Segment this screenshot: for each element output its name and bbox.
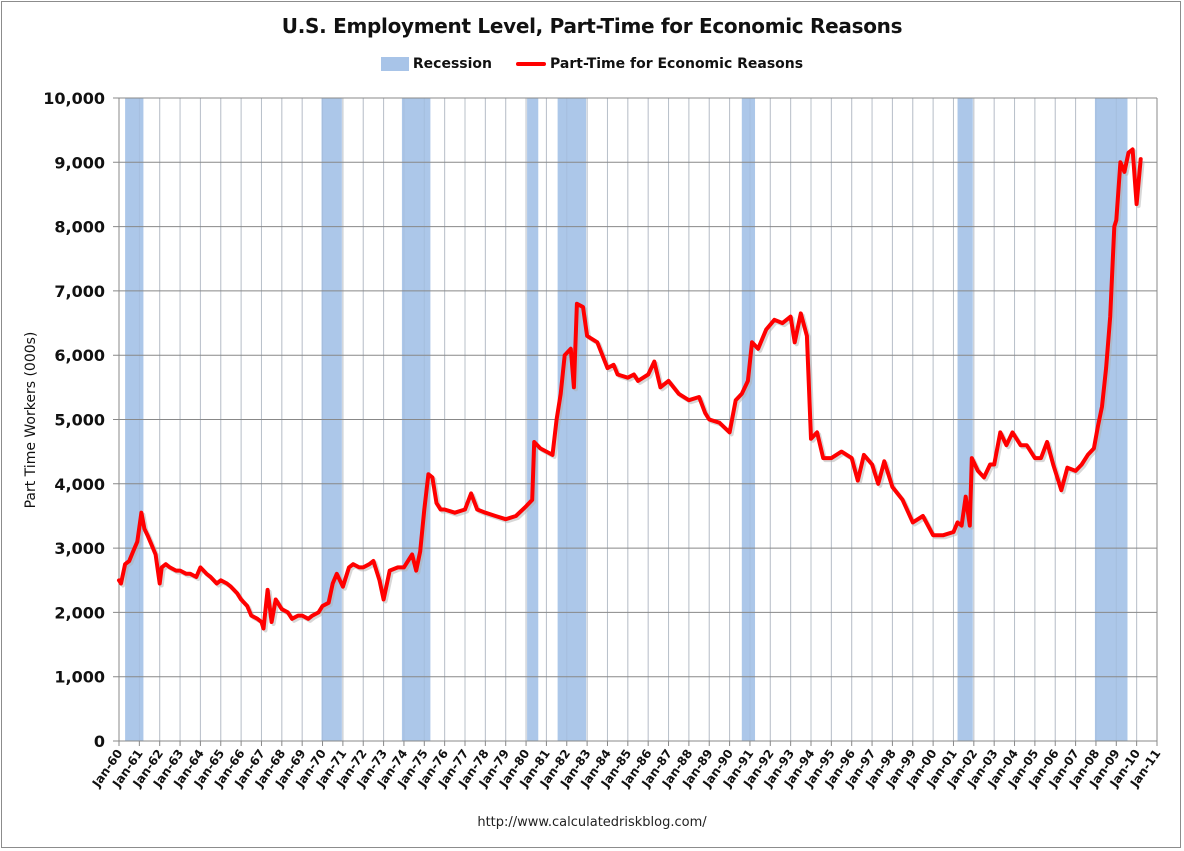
y-tick-label: 6,000 <box>54 346 105 365</box>
y-tick-label: 4,000 <box>54 475 105 494</box>
y-tick-label: 1,000 <box>54 668 105 687</box>
y-tick-label: 3,000 <box>54 539 105 558</box>
y-tick-label: 8,000 <box>54 218 105 237</box>
legend-item-recession: Recession <box>380 56 493 72</box>
series-line <box>117 147 1143 631</box>
y-tick-label: 7,000 <box>54 282 105 301</box>
y-tick-label: 5,000 <box>54 411 105 430</box>
line-swatch-icon <box>516 62 547 66</box>
y-tick-label: 10,000 <box>43 89 105 108</box>
y-tick-label: 9,000 <box>54 153 105 172</box>
legend-label-series: Part-Time for Economic Reasons <box>550 56 804 72</box>
legend: Recession Part-Time for Economic Reasons <box>0 56 1184 72</box>
chart-title: U.S. Employment Level, Part-Time for Eco… <box>281 14 903 38</box>
y-tick-label: 2,000 <box>54 603 105 622</box>
legend-label-recession: Recession <box>412 56 493 72</box>
y-tick-label: 0 <box>94 732 105 751</box>
recession-swatch-icon <box>380 57 409 71</box>
source-footer: http://www.calculatedriskblog.com/ <box>477 815 707 830</box>
legend-item-series: Part-Time for Economic Reasons <box>516 56 803 72</box>
